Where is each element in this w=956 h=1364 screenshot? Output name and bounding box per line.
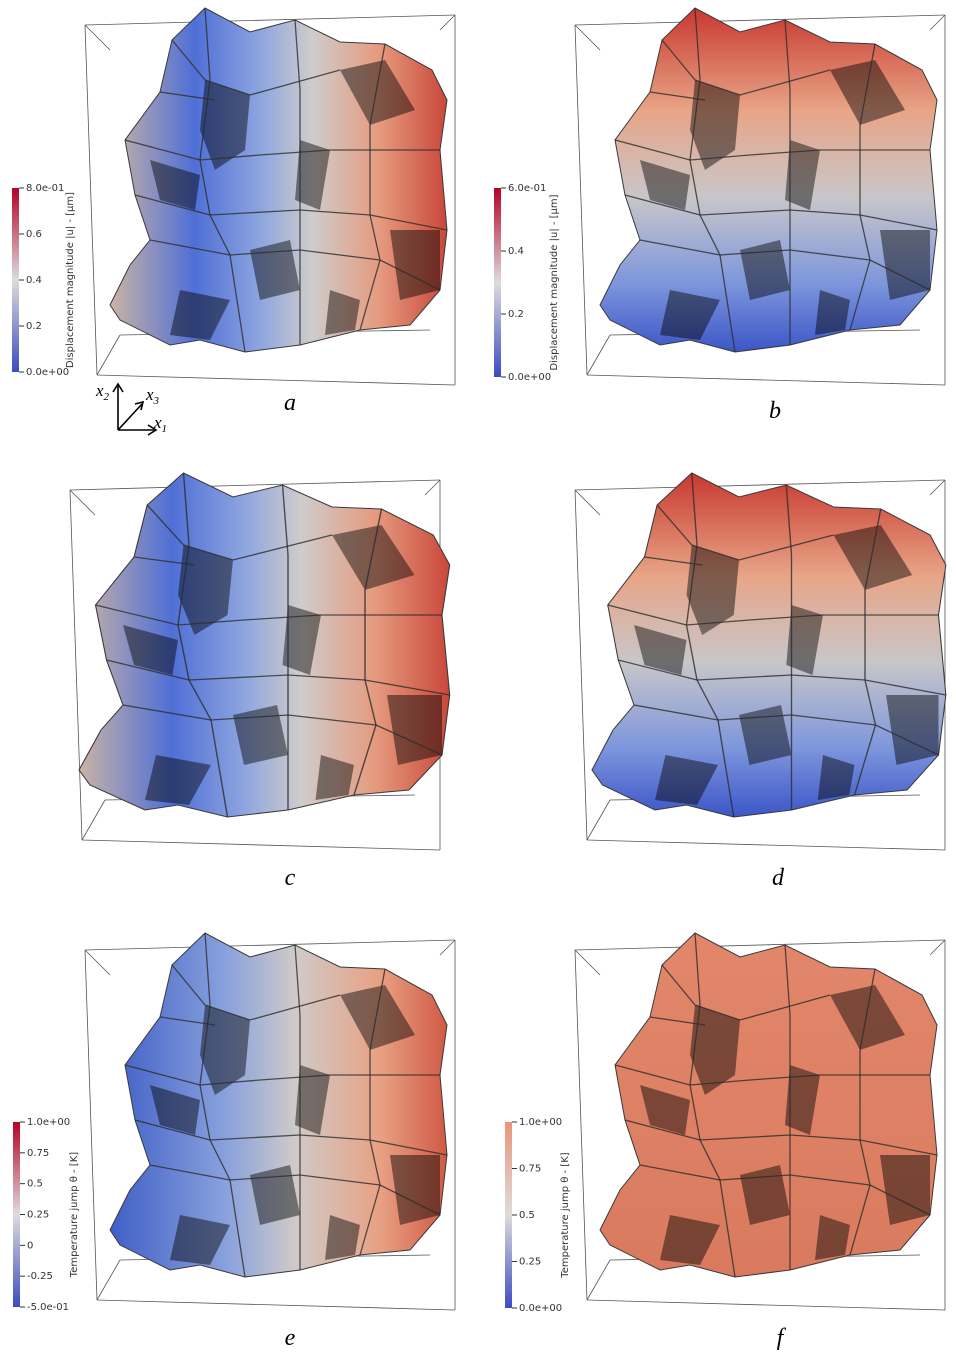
panel-label: f — [777, 1325, 787, 1351]
colorbar-tick-label: 0.4 — [26, 275, 42, 286]
colorbar-tick-label: 0.25 — [519, 1257, 541, 1268]
box-edge — [97, 375, 455, 385]
colorbar-tick-label: 0.75 — [519, 1164, 541, 1175]
box-edge — [70, 490, 82, 840]
box-edge — [425, 480, 440, 495]
box-edge — [85, 15, 455, 25]
colorbar-tick-label: -0.25 — [27, 1271, 53, 1282]
colorbar-tick-label: 0.75 — [27, 1148, 49, 1159]
colorbar-tick-label: 0.0e+00 — [519, 1303, 562, 1314]
grain-mesh — [600, 933, 937, 1277]
panel-label: b — [769, 398, 781, 424]
box-edge — [85, 25, 110, 50]
grain-mesh — [110, 933, 447, 1277]
box-edge — [82, 840, 440, 850]
panel — [575, 8, 945, 385]
axis-label: x2 — [95, 381, 110, 403]
colorbar-tick-label: 0 — [27, 1240, 33, 1251]
colorbar-title: Temperature jump θ - [K] — [560, 1152, 571, 1278]
axis-label-sub: 2 — [104, 391, 110, 403]
box-edge — [85, 940, 455, 950]
box-edge — [85, 950, 110, 975]
figure: a8.0e-010.60.40.20.0e+00Displacement mag… — [0, 0, 956, 1364]
colorbar-tick-label: 0.5 — [519, 1210, 535, 1221]
box-edge — [575, 15, 945, 25]
box-edge — [575, 950, 587, 1300]
colorbar-tick-label: 1.0e+00 — [519, 1117, 562, 1128]
axis-label-sub: 1 — [162, 423, 168, 435]
box-edge — [575, 25, 587, 375]
colorbar-tick-label: 0.2 — [26, 321, 42, 332]
box-edge — [930, 480, 945, 495]
panel — [70, 473, 450, 850]
colorbar-tick-label: 8.0e-01 — [26, 183, 64, 194]
panel — [85, 933, 455, 1310]
axis-label: x1 — [153, 413, 167, 435]
colorbar-tick-label: 0.4 — [508, 246, 524, 257]
box-edge — [587, 335, 610, 375]
box-edge — [575, 940, 945, 950]
box-edge — [97, 1300, 455, 1310]
box-edge — [575, 490, 587, 840]
panel-label: e — [285, 1325, 296, 1351]
box-edge — [587, 1260, 610, 1300]
box-edge — [587, 375, 945, 385]
colorbar — [12, 188, 19, 372]
box-edge — [97, 1260, 120, 1300]
colorbar-tick-label: 1.0e+00 — [27, 1117, 70, 1128]
box-edge — [97, 335, 120, 375]
box-edge — [575, 490, 600, 515]
panel-label: a — [284, 390, 296, 416]
axis-label: x3 — [145, 385, 160, 407]
box-edge — [70, 480, 440, 490]
colorbar-title: Displacement magnitude |u| - [μm] — [549, 194, 560, 370]
box-edge — [575, 25, 600, 50]
box-edge — [587, 1300, 945, 1310]
colorbar-tick-label: -5.0e-01 — [27, 1302, 69, 1313]
colorbar-tick-label: 0.6 — [26, 229, 42, 240]
colorbar-tick-label: 6.0e-01 — [508, 183, 546, 194]
axis-label-sub: 3 — [153, 395, 160, 407]
colorbar-tick-label: 0.5 — [27, 1179, 43, 1190]
colorbar — [494, 188, 501, 377]
box-edge — [70, 490, 95, 515]
box-edge — [587, 840, 945, 850]
box-edge — [575, 950, 600, 975]
box-edge — [440, 15, 455, 30]
colorbar-title: Displacement magnitude |u| - [μm] — [65, 192, 76, 368]
panel — [575, 933, 945, 1310]
panel-label: d — [772, 865, 785, 891]
colorbar-tick-label: 0.0e+00 — [508, 372, 551, 383]
box-edge — [930, 15, 945, 30]
colorbar-tick-label: 0.2 — [508, 309, 524, 320]
colorbar-tick-label: 0.0e+00 — [26, 367, 69, 378]
panel-label: c — [285, 865, 296, 891]
colorbar — [505, 1122, 512, 1308]
box-edge — [575, 480, 945, 490]
grain-mesh — [79, 473, 450, 817]
box-edge — [85, 25, 97, 375]
box-edge — [930, 940, 945, 955]
box-edge — [85, 950, 97, 1300]
grain-mesh — [600, 8, 937, 352]
box-edge — [587, 800, 610, 840]
grain-mesh — [592, 473, 946, 817]
box-edge — [440, 940, 455, 955]
colorbar-tick-label: 0.25 — [27, 1210, 49, 1221]
panel — [85, 8, 455, 385]
box-edge — [82, 800, 105, 840]
grain-mesh — [110, 8, 447, 352]
colorbar-title: Temperature jump θ - [K] — [69, 1152, 80, 1278]
colorbar — [13, 1122, 20, 1307]
panel — [575, 473, 946, 850]
